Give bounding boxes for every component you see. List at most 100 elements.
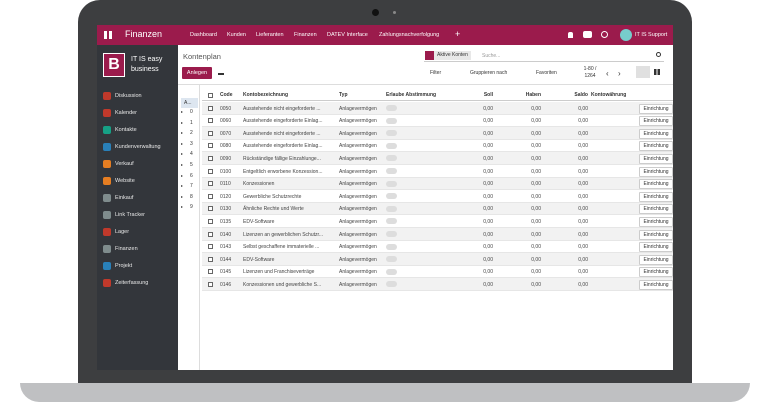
group-item[interactable]: 8 bbox=[190, 193, 193, 200]
setup-button[interactable]: Einrichtung bbox=[639, 179, 673, 190]
toggle[interactable] bbox=[386, 193, 397, 200]
menu-item[interactable]: Kontakte bbox=[115, 127, 137, 133]
checkbox[interactable] bbox=[208, 168, 213, 174]
list-view-button[interactable] bbox=[636, 66, 650, 78]
checkbox[interactable] bbox=[208, 193, 213, 199]
toggle[interactable] bbox=[386, 117, 397, 124]
search-icon[interactable] bbox=[656, 52, 661, 57]
group-item[interactable]: 7 bbox=[190, 183, 193, 190]
avatar[interactable] bbox=[620, 29, 632, 41]
apps-icon[interactable] bbox=[104, 31, 112, 39]
checkbox[interactable] bbox=[208, 93, 213, 98]
toggle[interactable] bbox=[386, 180, 397, 187]
column-header[interactable]: Typ bbox=[339, 92, 348, 98]
setup-button[interactable]: Einrichtung bbox=[639, 216, 673, 227]
setup-button[interactable]: Einrichtung bbox=[639, 128, 673, 139]
checkbox[interactable] bbox=[208, 118, 213, 124]
checkbox[interactable] bbox=[208, 256, 213, 262]
checkbox[interactable] bbox=[208, 244, 213, 250]
group-header[interactable]: A... bbox=[181, 98, 198, 108]
chat-icon[interactable] bbox=[583, 31, 592, 38]
setup-button[interactable]: Einrichtung bbox=[639, 267, 673, 278]
menu-item[interactable]: Dashboard bbox=[190, 32, 217, 38]
group-item[interactable]: 2 bbox=[190, 130, 193, 137]
column-header[interactable]: Code bbox=[220, 92, 233, 98]
checkbox[interactable] bbox=[208, 143, 213, 149]
toggle[interactable] bbox=[386, 231, 397, 237]
menu-item[interactable]: Lieferanten bbox=[256, 32, 284, 38]
toggle[interactable] bbox=[386, 281, 397, 288]
search-input[interactable]: Suche... bbox=[482, 53, 501, 59]
toggle[interactable] bbox=[386, 155, 397, 162]
download-button[interactable] bbox=[218, 69, 224, 75]
group-item[interactable]: 5 bbox=[190, 162, 193, 168]
pager-prev[interactable]: ‹ bbox=[606, 69, 609, 78]
menu-item[interactable]: Zeiterfassung bbox=[115, 280, 149, 286]
column-header[interactable]: Haben bbox=[525, 92, 541, 98]
setup-button[interactable]: Einrichtung bbox=[639, 242, 673, 253]
toggle[interactable] bbox=[386, 130, 397, 137]
menu-item[interactable]: Kundenverwaltung bbox=[115, 144, 161, 150]
menu-item[interactable]: Link Tracker bbox=[115, 212, 145, 218]
menu-item[interactable]: Verkauf bbox=[115, 161, 134, 167]
checkbox[interactable] bbox=[208, 105, 213, 111]
setup-button[interactable]: Einrichtung bbox=[639, 229, 673, 240]
column-header[interactable]: Kontobezeichnung bbox=[243, 92, 288, 98]
toggle[interactable] bbox=[386, 243, 397, 250]
toggle[interactable] bbox=[386, 218, 397, 225]
group-item[interactable]: 1 bbox=[190, 119, 193, 126]
pager-next[interactable]: › bbox=[618, 69, 621, 78]
toggle[interactable] bbox=[386, 168, 397, 174]
checkbox[interactable] bbox=[208, 269, 213, 275]
app-name[interactable]: Finanzen bbox=[125, 29, 163, 39]
checkbox[interactable] bbox=[208, 181, 213, 187]
group-item[interactable]: 6 bbox=[190, 172, 193, 179]
menu-item[interactable]: Kunden bbox=[227, 32, 246, 38]
setup-button[interactable]: Einrichtung bbox=[639, 166, 673, 177]
menu-item[interactable]: Diskussion bbox=[115, 93, 142, 99]
menu-item[interactable]: Projekt bbox=[115, 263, 133, 269]
setup-button[interactable]: Einrichtung bbox=[639, 254, 673, 265]
filter-button[interactable]: Filter bbox=[430, 70, 442, 76]
group-item[interactable]: 3 bbox=[190, 140, 193, 147]
menu-item[interactable]: Einkauf bbox=[115, 195, 134, 201]
favorites-button[interactable]: Favoriten bbox=[536, 70, 557, 76]
toggle[interactable] bbox=[386, 205, 397, 212]
create-button[interactable]: Anlegen bbox=[182, 67, 212, 79]
setup-button[interactable]: Einrichtung bbox=[639, 204, 673, 215]
toggle[interactable] bbox=[386, 256, 397, 263]
checkbox[interactable] bbox=[208, 218, 213, 224]
column-header[interactable]: Saldo bbox=[574, 92, 588, 98]
setup-button[interactable]: Einrichtung bbox=[639, 153, 673, 164]
menu-item[interactable]: DATEV Interface bbox=[327, 32, 368, 38]
bug-icon[interactable] bbox=[568, 32, 573, 38]
menu-item[interactable]: Lager bbox=[115, 229, 130, 235]
checkbox[interactable] bbox=[208, 155, 213, 161]
group-item[interactable]: 0 bbox=[190, 109, 193, 115]
checkbox[interactable] bbox=[208, 206, 213, 212]
setup-button[interactable]: Einrichtung bbox=[639, 279, 673, 290]
checkbox[interactable] bbox=[208, 130, 213, 136]
user-name[interactable]: IT IS Support bbox=[635, 32, 668, 38]
group-by-button[interactable]: Gruppieren nach bbox=[470, 70, 508, 76]
column-header[interactable]: Erlaube Abstimmung bbox=[386, 92, 437, 98]
setup-button[interactable]: Einrichtung bbox=[639, 116, 673, 127]
kanban-view-button[interactable] bbox=[654, 69, 660, 75]
menu-item[interactable]: + bbox=[455, 29, 461, 39]
column-header[interactable]: Soll bbox=[483, 92, 493, 98]
setup-button[interactable]: Einrichtung bbox=[639, 103, 673, 114]
facet[interactable]: Aktive Konten bbox=[434, 51, 471, 60]
checkbox[interactable] bbox=[208, 281, 213, 287]
menu-item[interactable]: Finanzen bbox=[115, 246, 138, 252]
setup-button[interactable]: Einrichtung bbox=[639, 141, 673, 152]
menu-item[interactable]: Website bbox=[115, 178, 135, 184]
column-header[interactable]: Kontowährung bbox=[591, 92, 627, 98]
group-item[interactable]: 9 bbox=[190, 204, 193, 211]
menu-item[interactable]: Kalender bbox=[115, 110, 138, 116]
setup-button[interactable]: Einrichtung bbox=[639, 191, 673, 202]
menu-item[interactable]: Zahlungsnachverfolgung bbox=[379, 32, 440, 38]
group-item[interactable]: 4 bbox=[190, 151, 193, 158]
checkbox[interactable] bbox=[208, 231, 213, 237]
toggle[interactable] bbox=[386, 142, 397, 149]
toggle[interactable] bbox=[386, 268, 397, 275]
